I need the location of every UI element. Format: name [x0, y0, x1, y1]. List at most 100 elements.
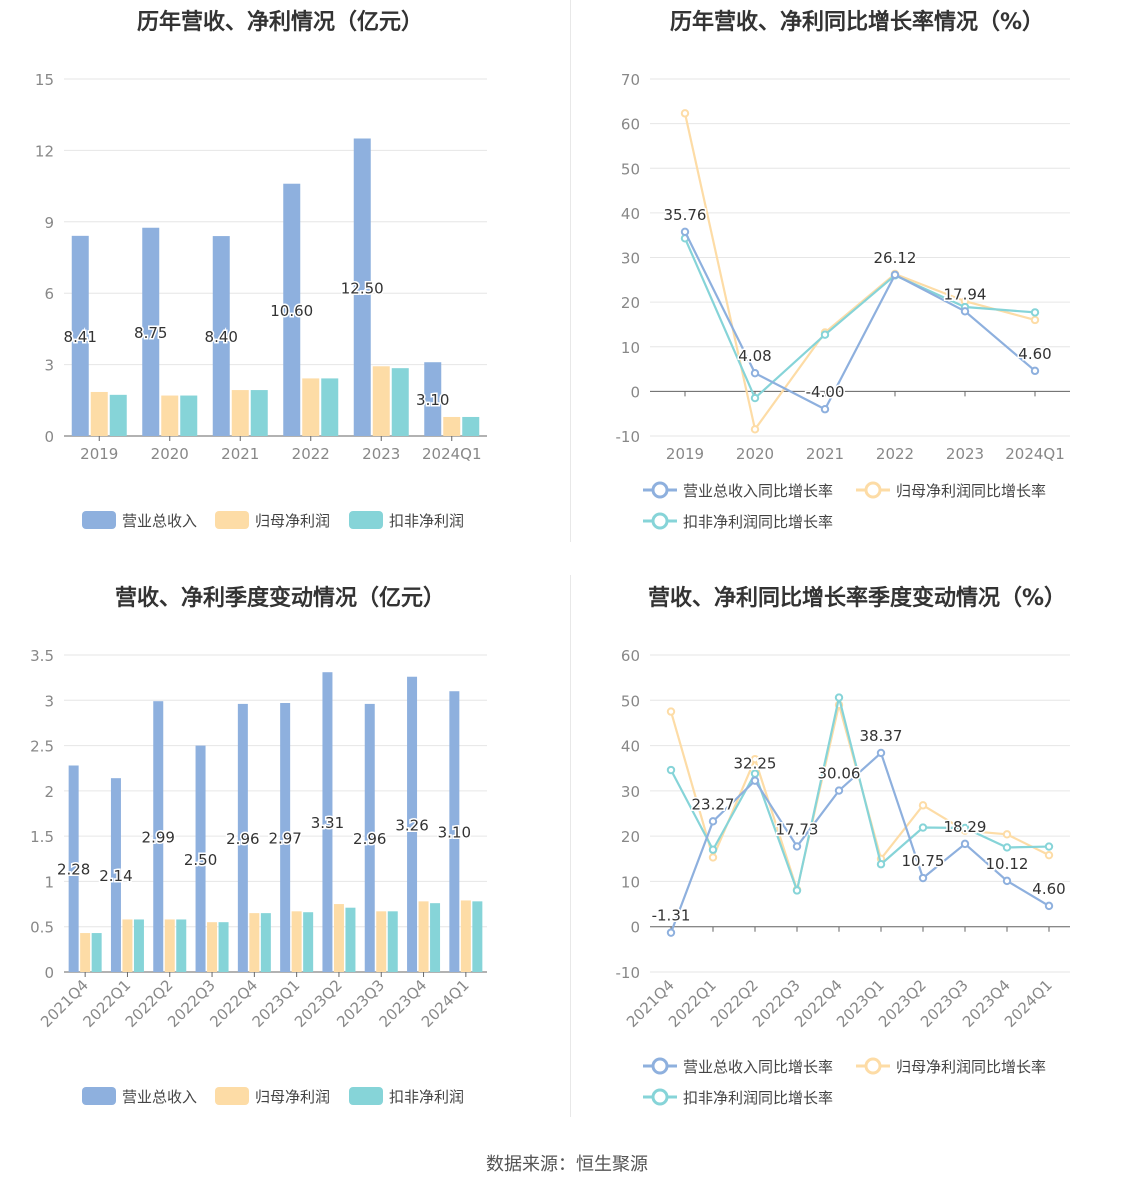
- series-point: [680, 227, 690, 236]
- y-tick-label: 15: [35, 71, 54, 89]
- legend-label: 扣非净利润: [389, 1088, 464, 1106]
- legend-label: 营业总收入: [122, 512, 197, 530]
- chart-title: 历年营收、净利情况（亿元）: [136, 10, 423, 35]
- bar: [424, 362, 442, 436]
- legend-label: 营业总收入同比增长率: [683, 482, 833, 500]
- y-tick-label: 3: [44, 357, 54, 375]
- point-data-label: 30.06: [818, 765, 861, 783]
- bar-data-label: 2.28: [57, 861, 90, 879]
- y-tick-label: 20: [621, 828, 640, 846]
- series-point: [890, 270, 900, 280]
- y-tick-label: 60: [621, 116, 640, 134]
- series-point: [666, 707, 676, 716]
- y-tick-label: 70: [621, 71, 640, 89]
- point-data-label: 17.94: [944, 285, 987, 303]
- series-line: [683, 237, 1036, 400]
- series-point: [750, 393, 760, 403]
- legend-marker: [651, 512, 669, 530]
- series-point: [750, 368, 760, 378]
- quarterly-growth-chart: -1001020304050602021Q42022Q12022Q22022Q3…: [616, 647, 1070, 1107]
- y-tick-label: 2: [44, 783, 54, 801]
- point-data-label: 35.76: [664, 206, 707, 224]
- bar: [231, 390, 249, 436]
- bar: [90, 391, 108, 436]
- bar: [364, 703, 375, 972]
- series-point: [876, 748, 886, 758]
- y-tick-label: -10: [616, 428, 641, 446]
- series-point: [1044, 901, 1054, 911]
- bar: [212, 236, 230, 436]
- bar: [91, 933, 102, 972]
- legend-marker: [651, 1088, 669, 1106]
- chart-title: 营收、净利季度变动情况（亿元）: [114, 586, 445, 611]
- annual-revenue-profit-panel: 历年营收、净利情况（亿元） 0 3 6 9 12 15 2019 2020 2021 2022 20…: [0, 0, 560, 550]
- series-point: [708, 853, 718, 862]
- bar-data-label: 2.14: [99, 867, 132, 885]
- bar: [322, 672, 333, 972]
- bar-data-label: 3.10: [438, 824, 471, 842]
- series-point: [834, 786, 844, 795]
- legend-label: 营业总收入同比增长率: [683, 1058, 833, 1076]
- bar: [387, 911, 398, 972]
- legend-marker: [864, 1057, 882, 1075]
- bar: [345, 907, 356, 972]
- bar: [391, 368, 409, 436]
- bar: [249, 913, 260, 972]
- chart-title: 历年营收、净利同比增长率情况（%）: [669, 10, 1045, 35]
- series-point: [680, 109, 690, 118]
- point-data-label: 32.25: [734, 755, 777, 773]
- y-tick-label: 30: [621, 250, 640, 268]
- x-tick-label: 2022: [876, 445, 914, 463]
- y-tick-label: 40: [621, 205, 640, 223]
- point-data-label: 10.75: [902, 852, 945, 870]
- bar: [418, 901, 429, 972]
- bar-data-label: 3.26: [395, 816, 428, 834]
- x-tick-label: 2023: [362, 445, 400, 463]
- bar: [303, 912, 314, 972]
- y-tick-label: 9: [44, 214, 54, 232]
- bar: [449, 691, 460, 972]
- series-point: [1030, 315, 1040, 325]
- bar: [109, 394, 127, 436]
- legend-label: 扣非净利润同比增长率: [683, 513, 833, 531]
- series-point: [1030, 308, 1040, 317]
- point-data-label: 26.12: [874, 249, 917, 267]
- series-line: [669, 751, 1050, 934]
- bar: [283, 183, 301, 436]
- x-tick-label: 2022: [292, 445, 330, 463]
- legend-marker: [651, 481, 669, 499]
- legend-label: 归母净利润: [255, 512, 330, 530]
- point-data-label: 38.37: [860, 727, 903, 745]
- bar: [176, 919, 187, 972]
- x-tick-label: 2019: [80, 445, 118, 463]
- bar: [68, 765, 79, 972]
- bar: [164, 919, 175, 972]
- bar-data-label: 3.31: [311, 814, 344, 832]
- point-data-label: -4.00: [806, 383, 845, 401]
- data-source-note: 数据来源：恒生聚源: [486, 1154, 648, 1175]
- bar: [302, 378, 320, 436]
- series-line: [670, 697, 1050, 895]
- x-tick-label: 2024Q1: [1005, 445, 1065, 463]
- vertical-divider-bottom: [570, 575, 571, 1117]
- bar-data-label: 2.50: [184, 851, 217, 869]
- bar: [161, 395, 179, 436]
- point-data-label: 4.60: [1018, 345, 1051, 363]
- y-tick-label: 0: [44, 428, 54, 446]
- series-point: [750, 776, 760, 785]
- series-point: [708, 817, 718, 826]
- series-point: [960, 307, 970, 316]
- bar: [333, 904, 344, 972]
- y-tick-label: 10: [621, 873, 640, 891]
- y-tick-label: 12: [35, 142, 54, 160]
- y-tick-label: 0: [630, 919, 640, 937]
- series-point: [1002, 876, 1012, 886]
- bar: [153, 701, 164, 972]
- bar: [372, 366, 390, 436]
- bar-data-label: 2.99: [142, 829, 175, 847]
- legend-label: 营业总收入: [122, 1088, 197, 1106]
- legend-marker: [864, 481, 882, 499]
- y-tick-label: 30: [621, 783, 640, 801]
- bar: [218, 922, 229, 972]
- bar-data-label: 2.97: [268, 830, 301, 848]
